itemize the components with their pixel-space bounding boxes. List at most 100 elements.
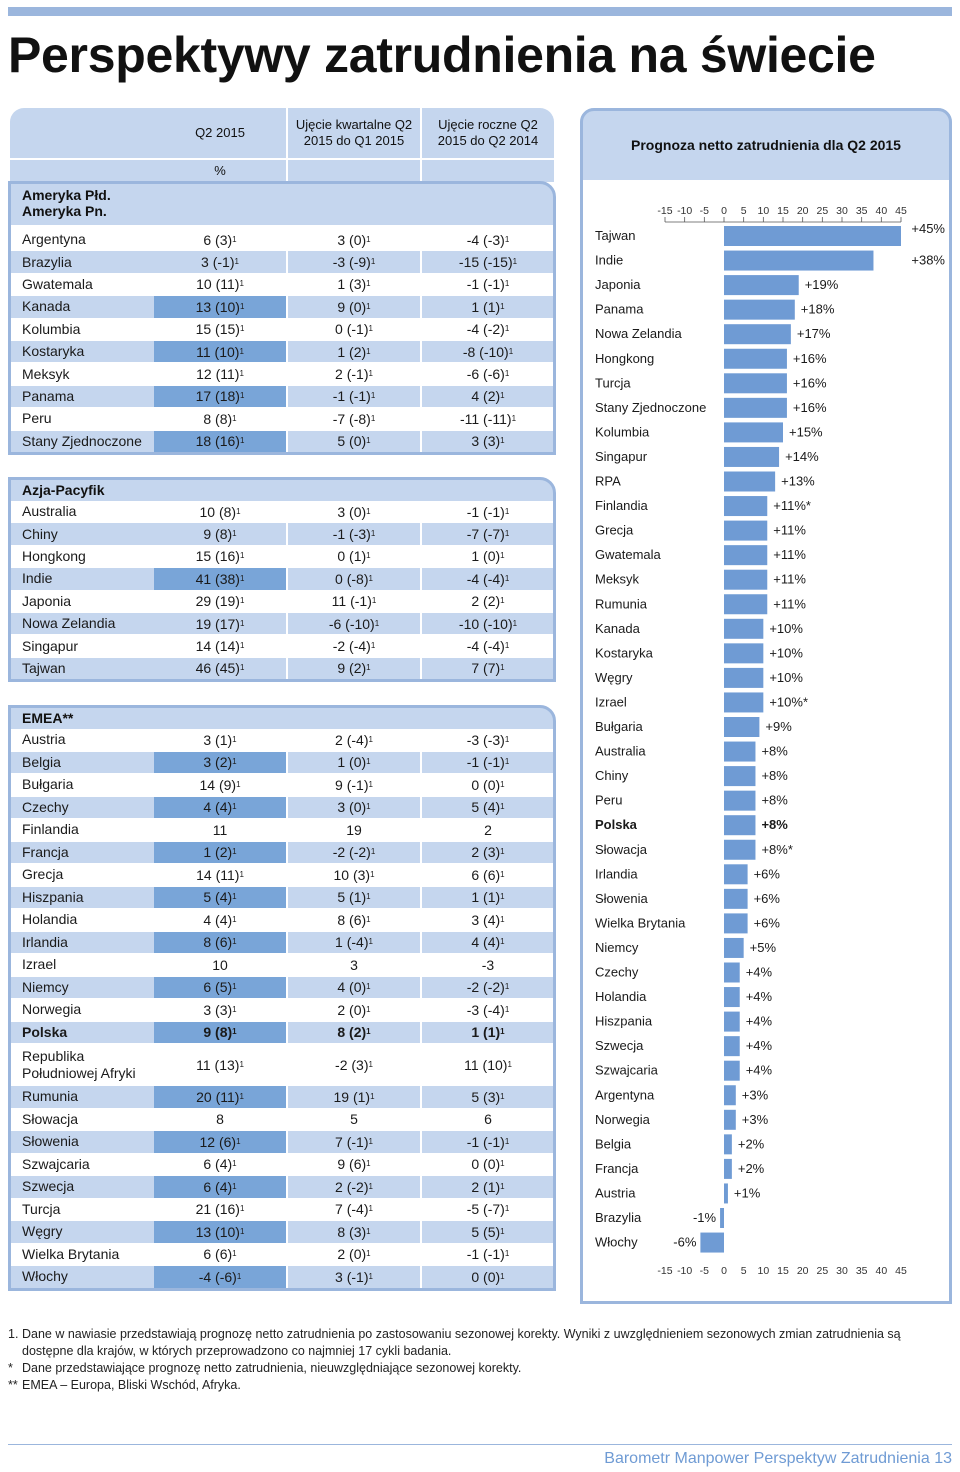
quarterly-cell: 5 — [350, 1111, 358, 1128]
x-tick-label-top: 45 — [895, 205, 907, 217]
yearly-cell: 2 (2) 1 — [471, 593, 505, 610]
value-label: -6% — [673, 1235, 697, 1250]
yearly-cell: 0 (0) 1 — [471, 1156, 505, 1173]
x-tick-label-bottom: 40 — [875, 1265, 887, 1277]
bar — [724, 1036, 740, 1057]
q2-cell: 6 (3) 1 — [203, 231, 237, 248]
x-tick-label-top: 40 — [875, 205, 887, 217]
category-label: Nowa Zelandia — [595, 326, 682, 341]
value-label: +10% — [769, 645, 803, 660]
category-label: Hiszpania — [595, 1014, 653, 1029]
country-cell: Czechy — [10, 796, 154, 818]
top-accent-bar — [8, 7, 952, 16]
quarterly-cell: 2 (-2) 1 — [288, 1176, 420, 1198]
table-row: Grecja 14 (11) 1 10 (3) 1 6 (6) 1 — [10, 864, 554, 886]
table-row: Holandia 4 (4) 1 8 (6) 1 3 (4) 1 — [10, 909, 554, 931]
q2-cell: 4 (4) 1 — [203, 911, 237, 928]
table-row: Irlandia 8 (6) 1 1 (-4) 1 4 (4) 1 — [10, 931, 554, 953]
country-cell: Brazylia — [10, 251, 154, 273]
yearly-cell: 0 (0) 1 — [471, 776, 505, 793]
country-cell: Panama — [10, 385, 154, 408]
country-cell: Francja — [10, 841, 154, 863]
table-row: Meksyk 12 (11) 1 2 (-1) 1 -6 (-6) 1 — [10, 363, 554, 384]
yearly-cell: 4 (4) 1 — [422, 931, 554, 953]
x-tick-label-top: 35 — [856, 205, 868, 217]
q2-cell: 3 (2) 1 — [154, 751, 286, 773]
x-tick-label-top: 15 — [777, 205, 789, 217]
q2-cell: 3 (-1) 1 — [154, 251, 286, 273]
x-tick-label-bottom: 5 — [741, 1265, 747, 1277]
bar — [724, 348, 787, 369]
yearly-cell: 5 (4) 1 — [422, 796, 554, 818]
category-label: Grecja — [595, 523, 634, 538]
bar — [724, 496, 768, 517]
quarterly-cell: 3 — [350, 956, 358, 973]
table-row: Słowenia 12 (6) 1 7 (-1) 1 -1 (-1) 1 — [10, 1131, 554, 1153]
quarterly-cell: 2 (0) 1 — [337, 1246, 371, 1263]
x-tick-label-top: -5 — [700, 205, 709, 217]
bar — [724, 1085, 736, 1106]
footer-rule — [8, 1444, 952, 1445]
quarterly-cell: 19 — [346, 821, 362, 838]
section-title-band — [10, 183, 554, 225]
category-label: Izrael — [595, 694, 627, 709]
yearly-cell: 5 (5) 1 — [422, 1221, 554, 1243]
yearly-cell: -6 (-6) 1 — [466, 366, 510, 383]
country-cell: Kanada — [10, 296, 154, 318]
country-cell: Australia — [22, 503, 77, 520]
quarterly-cell: 2 (0) 1 — [337, 1001, 371, 1018]
q2-cell: 13 (10) 1 — [154, 296, 286, 318]
q2-cell: 15 (15) 1 — [195, 321, 245, 338]
bar — [724, 937, 744, 958]
yearly-cell: 4 (2) 1 — [422, 385, 554, 408]
table-row: Turcja 21 (16) 1 7 (-4) 1 -5 (-7) 1 — [10, 1199, 554, 1221]
table-row: Włochy -4 (-6) 1 3 (-1) 1 0 (0) 1 — [10, 1266, 554, 1288]
table-row: Hiszpania 5 (4) 1 5 (1) 1 1 (1) 1 — [10, 886, 554, 908]
category-label: Słowacja — [595, 842, 648, 857]
bar — [724, 618, 764, 639]
country-cell: Irlandia — [10, 931, 154, 953]
bar — [724, 520, 768, 541]
footnote-double-star: ** EMEA – Europa, Bliski Wschód, Afryka. — [8, 1378, 241, 1392]
q2-cell: 29 (19) 1 — [195, 593, 245, 610]
x-tick-label-bottom: 0 — [721, 1265, 727, 1277]
country-cell: Meksyk — [22, 365, 70, 382]
category-label: Włochy — [595, 1235, 638, 1250]
bar — [724, 373, 787, 394]
x-tick-label-bottom: 20 — [797, 1265, 809, 1277]
country-cell: Grecja — [22, 866, 64, 883]
quarterly-cell: 3 (0) 1 — [337, 231, 371, 248]
yearly-cell: 3 (4) 1 — [471, 911, 505, 928]
quarterly-cell: 2 (-4) 1 — [335, 731, 373, 748]
yearly-cell: -1 (-1) 1 — [466, 1246, 510, 1263]
table-row: Argentyna 6 (3) 1 3 (0) 1 -4 (-3) 1 — [10, 229, 554, 250]
category-label: Indie — [595, 253, 623, 268]
footnote-1: 1. Dane w nawiasie przedstawiają prognozę… — [8, 1327, 901, 1358]
bar — [724, 422, 783, 443]
yearly-cell: 6 — [484, 1111, 492, 1128]
category-label: Brazylia — [595, 1210, 642, 1225]
yearly-cell: 5 (3) 1 — [422, 1086, 554, 1108]
value-label: +9% — [765, 719, 792, 734]
quarterly-cell: -1 (-3) 1 — [288, 523, 420, 545]
q2-cell: 46 (45) 1 — [154, 657, 286, 680]
table-row: Indie 41 (38) 1 0 (-8) 1 -4 (-4) 1 — [10, 568, 554, 590]
value-label: +11% — [773, 523, 806, 538]
category-label: Węgry — [595, 670, 633, 685]
x-tick-label-top: 25 — [816, 205, 828, 217]
q2-cell: 11 — [212, 821, 228, 838]
table-row: Izrael 10 3 -3 — [10, 954, 554, 976]
quarterly-cell: 10 (3) 1 — [333, 866, 375, 883]
yearly-cell: -15 (-15) 1 — [422, 251, 554, 273]
value-label: +45% — [911, 221, 945, 236]
header-yearly: Ujęcie roczne Q2 2015 do Q2 2014 — [437, 117, 539, 148]
x-tick-label-top: 0 — [721, 205, 727, 217]
bar — [724, 962, 740, 983]
bar — [724, 888, 748, 909]
category-label: Norwegia — [595, 1112, 651, 1127]
category-label: RPA — [595, 474, 621, 489]
q2-cell: 21 (16) 1 — [195, 1201, 245, 1218]
value-label: +6% — [754, 866, 781, 881]
q2-cell: 20 (11) 1 — [154, 1086, 286, 1108]
table-row: Tajwan 46 (45) 1 9 (2) 1 7 (7) 1 — [10, 657, 554, 680]
